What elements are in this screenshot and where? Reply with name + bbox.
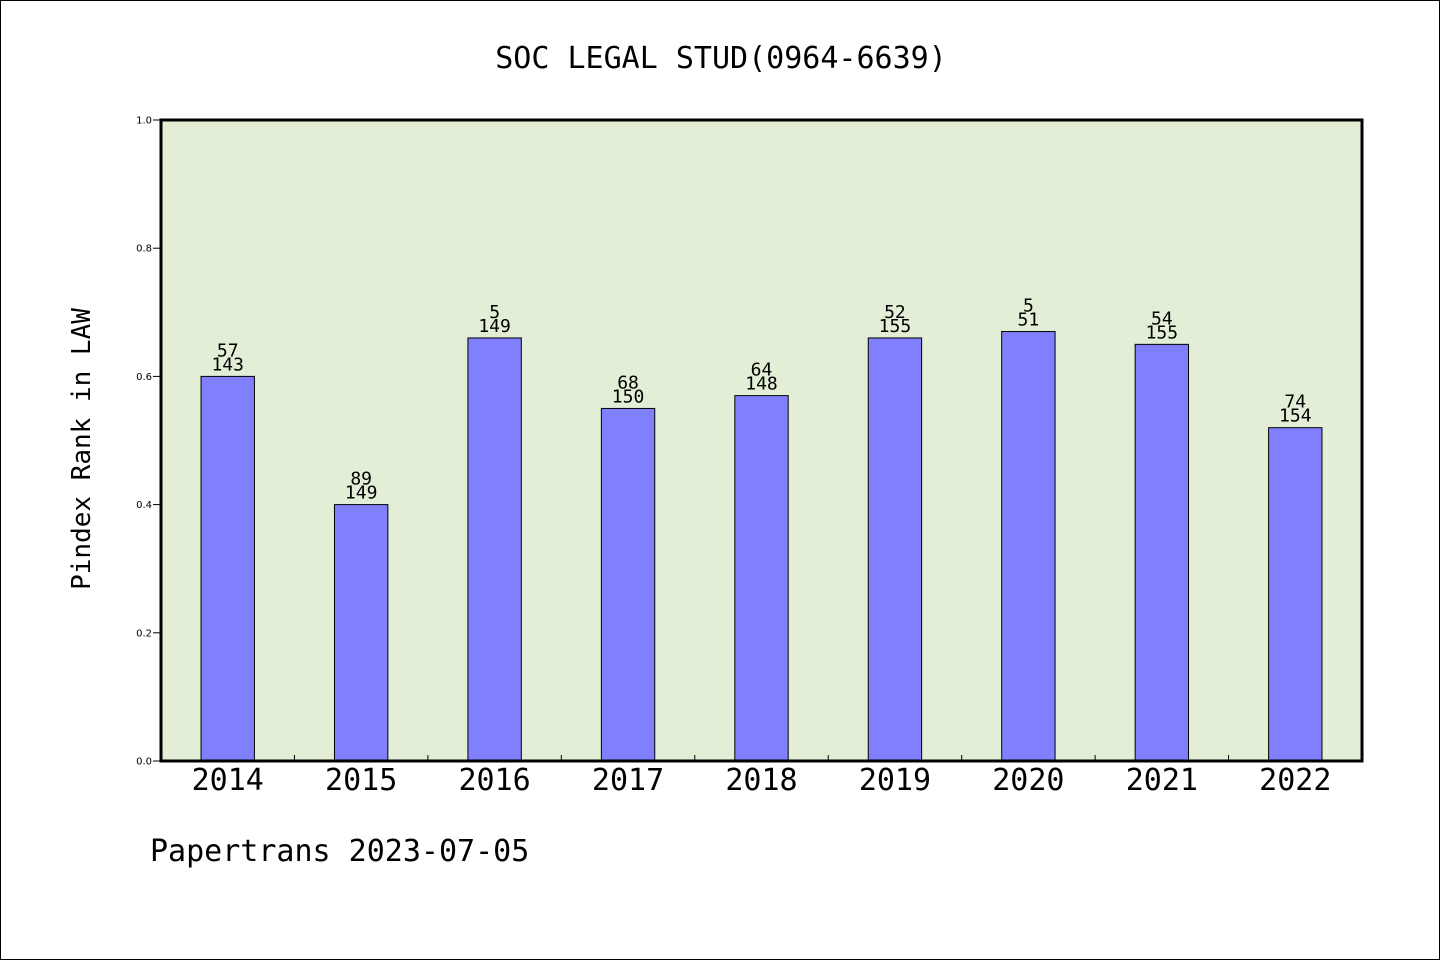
y-tick-label: 0.8 bbox=[136, 244, 152, 255]
bar-label-bottom: 51 bbox=[1018, 310, 1040, 331]
y-tick-label: 0.0 bbox=[136, 757, 152, 768]
bar-label-top: 52 bbox=[884, 302, 906, 323]
bar-label-bottom: 154 bbox=[1279, 406, 1312, 427]
y-axis-label: Pindex Rank in LAW bbox=[67, 308, 97, 590]
bar-label-top: 5 bbox=[489, 302, 500, 323]
bar-label-bottom: 150 bbox=[612, 386, 645, 407]
y-tick-label: 0.6 bbox=[136, 372, 152, 383]
bar bbox=[200, 375, 255, 762]
bar-label-top: 74 bbox=[1284, 392, 1306, 413]
bar bbox=[1001, 331, 1056, 762]
bar bbox=[600, 407, 656, 762]
y-tick-label: 0.2 bbox=[136, 628, 152, 639]
bar-label-bottom: 149 bbox=[345, 483, 378, 504]
bar-label-bottom: 148 bbox=[745, 374, 778, 395]
x-axis: 2014 2015 2016 2017 2018 2019 2020 2021 2022 bbox=[192, 755, 1331, 798]
bar-label-top: 57 bbox=[217, 340, 239, 361]
x-tick-label: 2015 bbox=[325, 763, 397, 798]
y-tick-label: 0.4 bbox=[136, 500, 152, 511]
x-tick-label: 2019 bbox=[859, 763, 931, 798]
bar-label-top: 68 bbox=[617, 372, 639, 393]
y-axis: 0.0 0.2 0.4 0.6 0.8 1.0 bbox=[136, 116, 161, 768]
x-tick-label: 2016 bbox=[458, 763, 530, 798]
bar-label-bottom: 143 bbox=[211, 354, 244, 375]
bar-label-bottom: 155 bbox=[879, 316, 912, 337]
x-tick-label: 2014 bbox=[192, 763, 264, 798]
x-tick-label: 2021 bbox=[1126, 763, 1198, 798]
bar bbox=[867, 337, 923, 762]
chart-title: SOC LEGAL STUD(0964-6639) bbox=[495, 41, 947, 76]
y-tick-label: 1.0 bbox=[136, 116, 152, 127]
bar-label-top: 5 bbox=[1023, 296, 1034, 317]
x-tick-label: 2018 bbox=[725, 763, 797, 798]
bar bbox=[333, 504, 389, 762]
bar-label-bottom: 149 bbox=[478, 316, 511, 337]
bar-label-top: 89 bbox=[350, 469, 372, 490]
bar bbox=[1268, 427, 1323, 762]
x-tick-label: 2020 bbox=[992, 763, 1064, 798]
x-tick-label: 2017 bbox=[592, 763, 664, 798]
bar bbox=[1134, 343, 1190, 762]
bar-label-top: 54 bbox=[1151, 308, 1173, 329]
plot-border bbox=[159, 118, 1364, 763]
bar bbox=[467, 337, 522, 762]
bar-label-bottom: 155 bbox=[1146, 322, 1179, 343]
bar bbox=[734, 395, 789, 762]
footer-credit: Papertrans 2023-07-05 bbox=[150, 834, 530, 869]
bar-label-top: 64 bbox=[751, 360, 773, 381]
x-tick-label: 2022 bbox=[1259, 763, 1331, 798]
